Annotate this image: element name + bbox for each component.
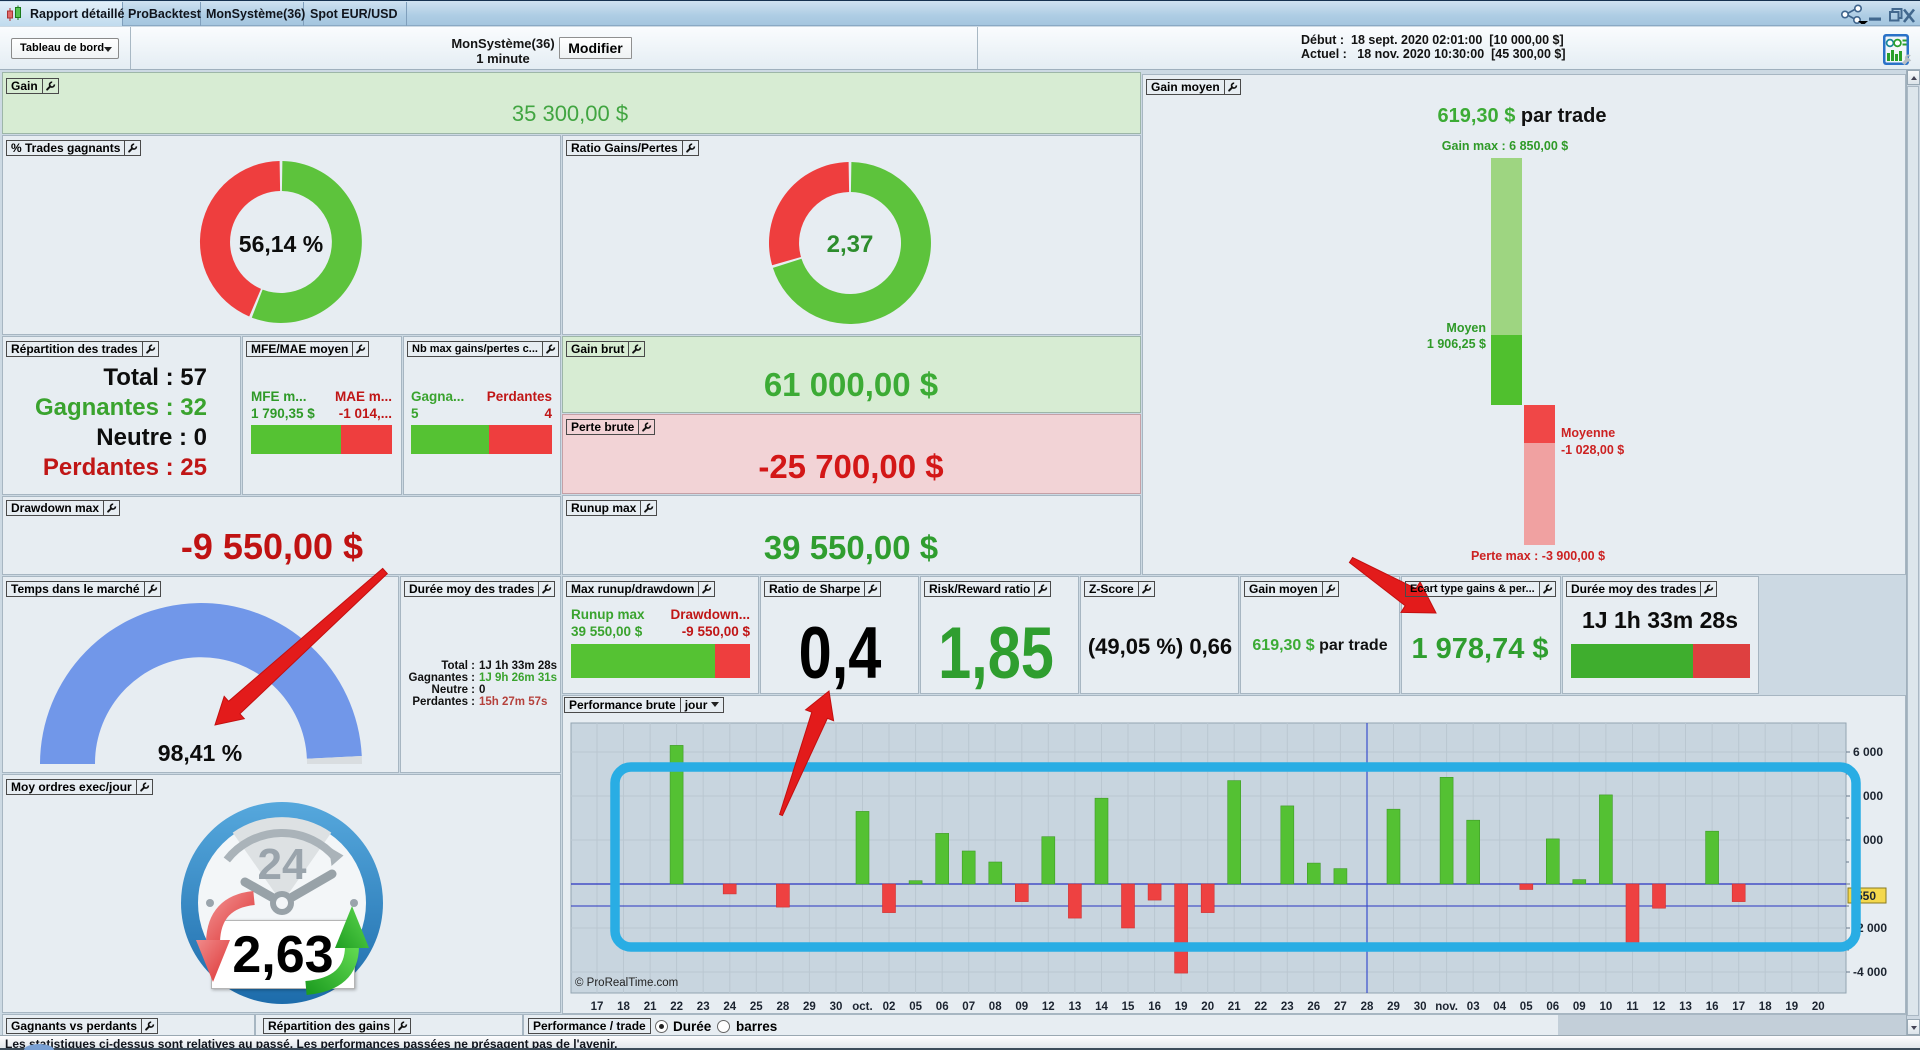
svg-text:03: 03 — [1467, 1001, 1480, 1013]
svg-text:06: 06 — [1546, 1001, 1559, 1013]
svg-text:13: 13 — [1679, 1001, 1692, 1013]
svg-text:26: 26 — [1307, 1001, 1320, 1013]
svg-text:17: 17 — [1732, 1001, 1745, 1013]
svg-text:30: 30 — [830, 1001, 843, 1013]
svg-text:23: 23 — [1281, 1001, 1294, 1013]
svg-text:24: 24 — [723, 1001, 736, 1013]
svg-text:10: 10 — [1600, 1001, 1613, 1013]
svg-text:19: 19 — [1785, 1001, 1798, 1013]
svg-text:05: 05 — [1520, 1001, 1533, 1013]
svg-text:11: 11 — [1626, 1001, 1639, 1013]
svg-text:-2 000: -2 000 — [1853, 921, 1887, 935]
svg-text:24: 24 — [258, 840, 307, 889]
svg-text:30: 30 — [1414, 1001, 1427, 1013]
svg-text:16: 16 — [1706, 1001, 1719, 1013]
svg-text:17: 17 — [591, 1001, 604, 1013]
svg-text:27: 27 — [1334, 1001, 1347, 1013]
svg-text:12: 12 — [1653, 1001, 1666, 1013]
svg-text:23: 23 — [697, 1001, 710, 1013]
svg-text:20: 20 — [1201, 1001, 1214, 1013]
svg-text:28: 28 — [1361, 1001, 1374, 1013]
svg-text:04: 04 — [1493, 1001, 1506, 1013]
svg-text:18: 18 — [1759, 1001, 1772, 1013]
svg-text:13: 13 — [1069, 1001, 1082, 1013]
svg-text:05: 05 — [909, 1001, 922, 1013]
svg-text:06: 06 — [936, 1001, 949, 1013]
svg-text:29: 29 — [1387, 1001, 1400, 1013]
svg-text:29: 29 — [803, 1001, 816, 1013]
svg-text:oct.: oct. — [852, 1001, 872, 1013]
svg-text:08: 08 — [989, 1001, 1002, 1013]
svg-text:18: 18 — [617, 1001, 630, 1013]
svg-text:-4 000: -4 000 — [1853, 965, 1887, 979]
svg-text:09: 09 — [1015, 1001, 1028, 1013]
svg-text:21: 21 — [644, 1001, 657, 1013]
svg-text:07: 07 — [962, 1001, 975, 1013]
svg-text:19: 19 — [1175, 1001, 1188, 1013]
svg-text:25: 25 — [750, 1001, 763, 1013]
svg-text:16: 16 — [1148, 1001, 1161, 1013]
svg-text:09: 09 — [1573, 1001, 1586, 1013]
svg-text:02: 02 — [883, 1001, 896, 1013]
svg-text:14: 14 — [1095, 1001, 1108, 1013]
svg-text:© ProRealTime.com: © ProRealTime.com — [575, 977, 678, 989]
svg-text:nov.: nov. — [1435, 1001, 1458, 1013]
svg-text:15: 15 — [1122, 1001, 1135, 1013]
svg-text:21: 21 — [1228, 1001, 1241, 1013]
svg-text:6 000: 6 000 — [1853, 745, 1883, 759]
svg-text:22: 22 — [1254, 1001, 1267, 1013]
svg-text:12: 12 — [1042, 1001, 1055, 1013]
svg-text:28: 28 — [777, 1001, 790, 1013]
svg-text:22: 22 — [670, 1001, 683, 1013]
svg-text:20: 20 — [1812, 1001, 1825, 1013]
